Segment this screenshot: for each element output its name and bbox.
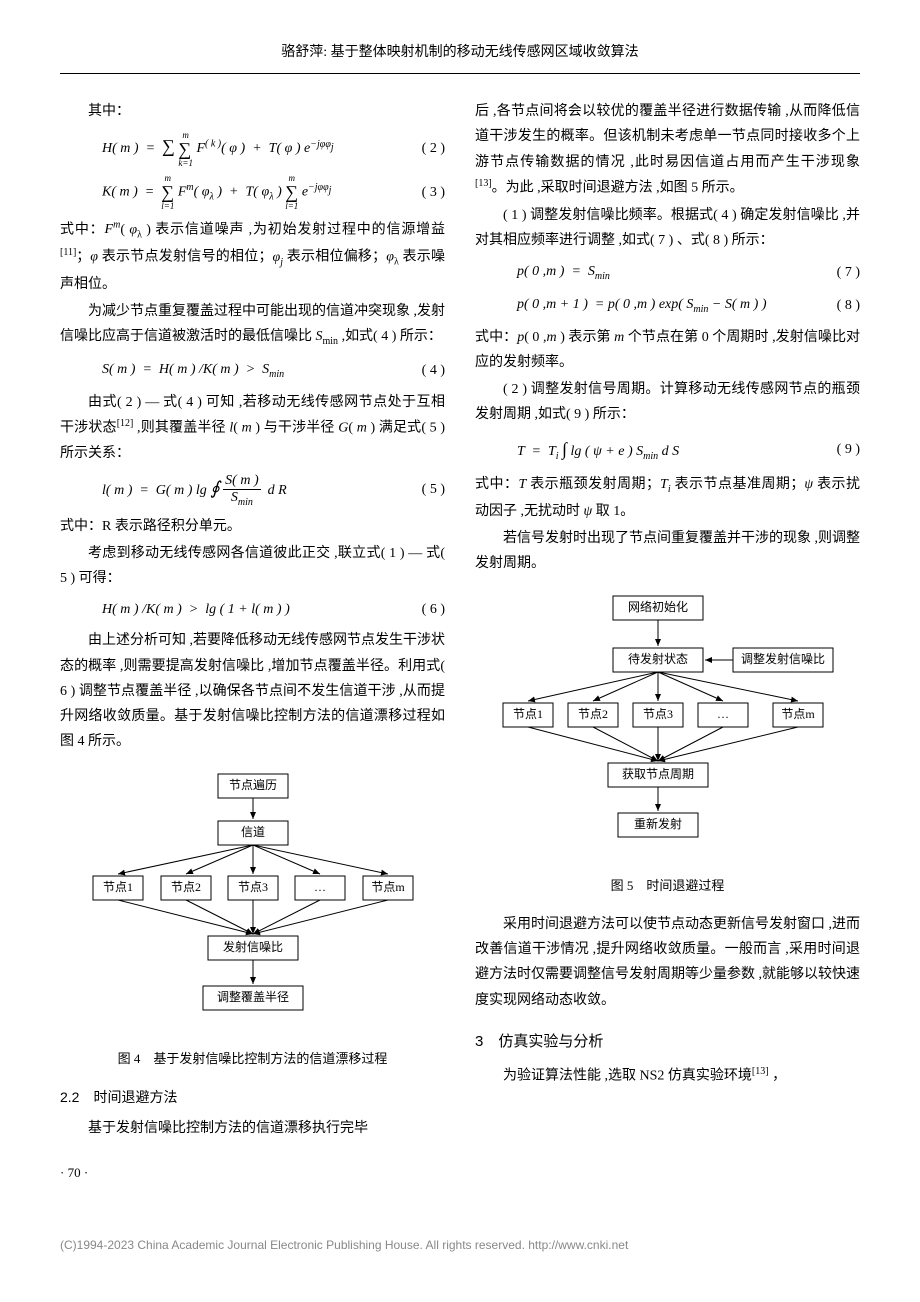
eq-num: ( 2 ) xyxy=(405,136,445,161)
fig4-snr: 发射信噪比 xyxy=(222,939,282,954)
para: 采用时间退避方法可以使节点动态更新信号发射窗口 ,进而改善信道干涉情况 ,提升网… xyxy=(475,912,860,1013)
fig5-n1: 节点1 xyxy=(512,707,542,721)
fig5-init: 网络初始化 xyxy=(627,599,687,614)
page-number: · 70 · xyxy=(60,1161,445,1184)
eq-num: ( 6 ) xyxy=(405,597,445,622)
fig5-adjsnr: 调整发射信噪比 xyxy=(740,651,824,666)
eq-num: ( 4 ) xyxy=(405,358,445,383)
para: 式中：R 表示路径积分单元。 xyxy=(60,514,445,539)
flowchart-fig5: 网络初始化 待发射状态 调整发射信噪比 节点1 节点2 节点3 xyxy=(498,591,838,856)
para: 为验证算法性能 ,选取 NS2 仿真实验环境[13] ， xyxy=(475,1063,860,1089)
para: 基于发射信噪比控制方法的信道漂移执行完毕 xyxy=(60,1116,445,1141)
figure-5: 网络初始化 待发射状态 调整发射信噪比 节点1 节点2 节点3 xyxy=(475,591,860,897)
eq-num: ( 8 ) xyxy=(820,293,860,318)
fig4-n3: 节点3 xyxy=(237,880,267,894)
equation-5: l( m ) = G( m ) lg ∮ S( m )Smin d R ( 5 … xyxy=(60,472,445,508)
equation-2: H( m ) = ∑ m∑k=1 F( k )( φ ) + T( φ ) e−… xyxy=(60,130,445,167)
fig4-caption: 图 4 基于发射信噪比控制方法的信道漂移过程 xyxy=(60,1047,445,1070)
formula-body: T = Ti ∫ lg ( ψ + e ) Smin d S xyxy=(517,433,820,466)
para: 由上述分析可知 ,若要降低移动无线传感网节点发生干涉状态的概率 ,则需要提高发射… xyxy=(60,628,445,754)
formula-body: K( m ) = m∑l=1 Fm( φλ ) + T( φλ ) m∑l=1 … xyxy=(102,174,405,211)
formula-body: H( m ) /K( m ) > lg ( 1 + l( m ) ) xyxy=(102,597,405,622)
para: ( 1 ) 调整发射信噪比频率。根据式( 4 ) 确定发射信噪比 ,并对其相应频… xyxy=(475,203,860,253)
formula-body: p( 0 ,m + 1 ) = p( 0 ,m ) exp( Smin − S(… xyxy=(517,292,820,319)
para: 其中： xyxy=(60,99,445,124)
page-footer: (C)1994-2023 China Academic Journal Elec… xyxy=(60,1235,860,1257)
para: ( 2 ) 调整发射信号周期。计算移动无线传感网节点的瓶颈发射周期 ,如式( 9… xyxy=(475,377,860,427)
para: 若信号发射时出现了节点间重复覆盖并干涉的现象 ,则调整发射周期。 xyxy=(475,526,860,576)
eq-num: ( 9 ) xyxy=(820,437,860,462)
fig4-nm: 节点m xyxy=(371,880,405,894)
flowchart-fig4: 节点遍历 信道 节点1 节点2 节点3 … xyxy=(88,769,418,1029)
para: 后 ,各节点间将会以较优的覆盖半径进行数据传输 ,从而降低信道干涉发生的概率。但… xyxy=(475,99,860,200)
eq-num: ( 7 ) xyxy=(820,260,860,285)
figure-4: 节点遍历 信道 节点1 节点2 节点3 … xyxy=(60,769,445,1070)
eq-num: ( 3 ) xyxy=(405,180,445,205)
eq-num: ( 5 ) xyxy=(405,477,445,502)
para: 考虑到移动无线传感网各信道彼此正交 ,联立式( 1 ) — 式( 5 ) 可得： xyxy=(60,541,445,591)
equation-4: S( m ) = H( m ) /K( m ) > Smin ( 4 ) xyxy=(60,357,445,384)
section-3-title: 3 仿真实验与分析 xyxy=(475,1028,860,1055)
right-column: 后 ,各节点间将会以较优的覆盖半径进行数据传输 ,从而降低信道干涉发生的概率。但… xyxy=(475,99,860,1184)
fig5-wait: 待发射状态 xyxy=(627,651,687,666)
left-column: 其中： H( m ) = ∑ m∑k=1 F( k )( φ ) + T( φ … xyxy=(60,99,445,1184)
fig5-nm: 节点m xyxy=(781,707,815,721)
equation-6: H( m ) /K( m ) > lg ( 1 + l( m ) ) ( 6 ) xyxy=(60,597,445,622)
fig5-n2: 节点2 xyxy=(577,707,607,721)
formula-body: l( m ) = G( m ) lg ∮ S( m )Smin d R xyxy=(102,472,405,508)
page-header: 骆舒萍: 基于整体映射机制的移动无线传感网区域收敛算法 xyxy=(60,40,860,74)
fig4-n1: 节点1 xyxy=(102,880,132,894)
fig4-node-top: 节点遍历 xyxy=(228,778,276,792)
formula-body: S( m ) = H( m ) /K( m ) > Smin xyxy=(102,357,405,384)
fig5-getperiod: 获取节点周期 xyxy=(621,767,693,781)
fig4-n2: 节点2 xyxy=(170,880,200,894)
fig4-adj: 调整覆盖半径 xyxy=(216,989,288,1004)
section-2-2-title: 2.2 时间退避方法 xyxy=(60,1085,445,1110)
para: 由式( 2 ) — 式( 4 ) 可知 ,若移动无线传感网节点处于互相干涉状态[… xyxy=(60,390,445,466)
fig5-retx: 重新发射 xyxy=(633,816,681,831)
para: 式中：Fm( φλ ) 表示信道噪声 ,为初始发射过程中的信源增益[11]；φ … xyxy=(60,217,445,297)
para: 式中：T 表示瓶颈发射周期；Ti 表示节点基准周期；ψ 表示扰动因子 ,无扰动时… xyxy=(475,472,860,524)
fig5-caption: 图 5 时间退避过程 xyxy=(475,874,860,897)
fig5-n3: 节点3 xyxy=(642,707,672,721)
formula-body: p( 0 ,m ) = Smin xyxy=(517,259,820,286)
para: 为减少节点重复覆盖过程中可能出现的信道冲突现象 ,发射信噪比应高于信道被激活时的… xyxy=(60,299,445,351)
equation-8: p( 0 ,m + 1 ) = p( 0 ,m ) exp( Smin − S(… xyxy=(475,292,860,319)
equation-9: T = Ti ∫ lg ( ψ + e ) Smin d S ( 9 ) xyxy=(475,433,860,466)
fig4-node-channel: 信道 xyxy=(240,825,264,839)
formula-body: H( m ) = ∑ m∑k=1 F( k )( φ ) + T( φ ) e−… xyxy=(102,130,405,167)
para: 式中：p( 0 ,m ) 表示第 m 个节点在第 0 个周期时 ,发射信噪比对应… xyxy=(475,325,860,375)
fig4-dots: … xyxy=(314,880,326,894)
fig5-dots: … xyxy=(717,707,729,721)
two-column-layout: 其中： H( m ) = ∑ m∑k=1 F( k )( φ ) + T( φ … xyxy=(60,99,860,1184)
equation-3: K( m ) = m∑l=1 Fm( φλ ) + T( φλ ) m∑l=1 … xyxy=(60,174,445,211)
equation-7: p( 0 ,m ) = Smin ( 7 ) xyxy=(475,259,860,286)
